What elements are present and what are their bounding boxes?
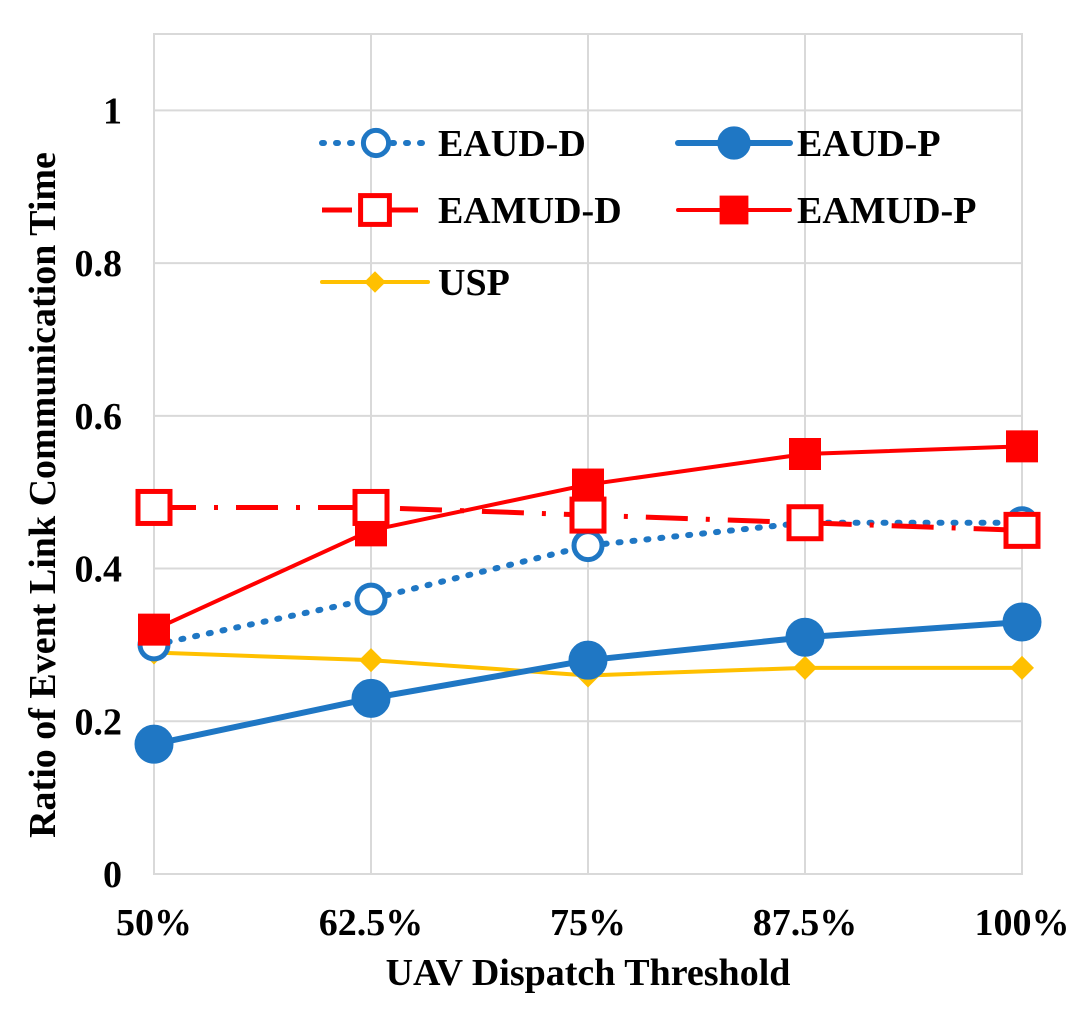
data-point-eaud-d bbox=[571, 529, 605, 563]
legend-label-eaud-p: EAUD-P bbox=[797, 123, 941, 165]
legend-marker-usp bbox=[364, 271, 386, 293]
legend-label-eaud-d: EAUD-D bbox=[438, 123, 586, 165]
series-layer bbox=[134, 430, 1042, 764]
y-tick-label: 0.2 bbox=[75, 701, 123, 743]
y-tick-label: 0 bbox=[103, 854, 122, 896]
x-tick-label: 75% bbox=[550, 902, 626, 944]
data-point-eamud-d bbox=[352, 488, 390, 526]
legend-label-eamud-d: EAMUD-D bbox=[438, 190, 622, 232]
legend-marker-eamud-d bbox=[358, 193, 392, 227]
legend-entry-eaud-p: EAUD-P bbox=[675, 123, 941, 165]
legend-entry-eaud-d: EAUD-D bbox=[319, 123, 586, 165]
legend: EAUD-D EAUD-P EAMUD-D EAMUD-P USP bbox=[319, 123, 976, 304]
x-tick-label: 100% bbox=[975, 902, 1070, 944]
y-tick-label: 0.8 bbox=[75, 243, 123, 285]
data-point-eamud-p bbox=[789, 438, 821, 470]
data-point-eaud-p bbox=[568, 640, 608, 680]
data-point-eaud-p bbox=[785, 617, 825, 657]
data-point-eaud-p bbox=[351, 678, 391, 718]
data-point-usp bbox=[359, 648, 383, 673]
x-tick-label: 62.5% bbox=[319, 902, 424, 944]
y-tick-label: 1 bbox=[103, 90, 122, 132]
y-axis-title: Ratio of Event Link Communication Time bbox=[22, 152, 64, 838]
legend-entry-usp: USP bbox=[320, 262, 510, 304]
legend-label-eamud-p: EAMUD-P bbox=[797, 190, 976, 232]
y-tick-label: 0.6 bbox=[75, 396, 123, 438]
data-point-eamud-p bbox=[1006, 430, 1038, 463]
series-eamud-d bbox=[135, 488, 1041, 549]
legend-marker-eaud-d bbox=[360, 127, 392, 159]
y-tick-label: 0.4 bbox=[75, 549, 123, 591]
legend-entry-eamud-p: EAMUD-P bbox=[676, 190, 976, 232]
legend-entry-eamud-d: EAMUD-D bbox=[322, 190, 622, 232]
data-point-eaud-p bbox=[134, 724, 174, 764]
x-tick-label: 87.5% bbox=[753, 902, 858, 944]
y-tick-labels: 0 0.2 0.4 0.6 0.8 1 bbox=[75, 90, 123, 896]
data-point-usp bbox=[793, 655, 817, 680]
legend-marker-eamud-p bbox=[719, 195, 749, 225]
data-point-eamud-d bbox=[1003, 511, 1041, 549]
data-point-usp bbox=[1010, 655, 1034, 680]
data-point-eamud-d bbox=[786, 504, 824, 542]
data-point-eamud-d bbox=[569, 496, 607, 534]
data-point-eaud-p bbox=[1002, 602, 1042, 642]
series-eaud-p bbox=[134, 602, 1042, 764]
x-tick-labels: 50% 62.5% 75% 87.5% 100% bbox=[116, 902, 1070, 944]
x-tick-label: 50% bbox=[116, 902, 192, 944]
legend-label-usp: USP bbox=[438, 262, 510, 304]
data-point-eamud-p bbox=[138, 613, 170, 646]
legend-marker-eaud-p bbox=[717, 126, 751, 160]
data-point-eamud-p bbox=[572, 468, 604, 501]
data-point-eaud-d bbox=[354, 582, 388, 616]
x-axis-title: UAV Dispatch Threshold bbox=[386, 952, 791, 994]
data-point-eamud-d bbox=[135, 488, 173, 526]
